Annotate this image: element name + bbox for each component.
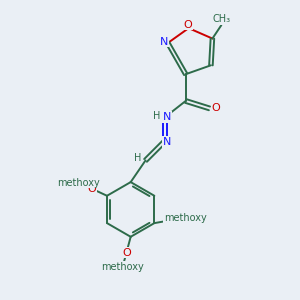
Text: N: N <box>163 137 171 147</box>
Text: H: H <box>134 153 141 163</box>
Text: N: N <box>163 112 171 122</box>
Text: H: H <box>153 111 160 121</box>
Text: O: O <box>166 215 175 225</box>
Text: CH₃: CH₃ <box>212 14 230 24</box>
Text: methoxy: methoxy <box>57 178 100 188</box>
Text: O: O <box>88 184 97 194</box>
Text: O: O <box>122 248 131 258</box>
Text: methoxy: methoxy <box>101 262 144 272</box>
Text: O: O <box>184 20 192 30</box>
Text: N: N <box>160 37 169 46</box>
Text: methoxy: methoxy <box>164 213 206 223</box>
Text: O: O <box>212 103 220 113</box>
